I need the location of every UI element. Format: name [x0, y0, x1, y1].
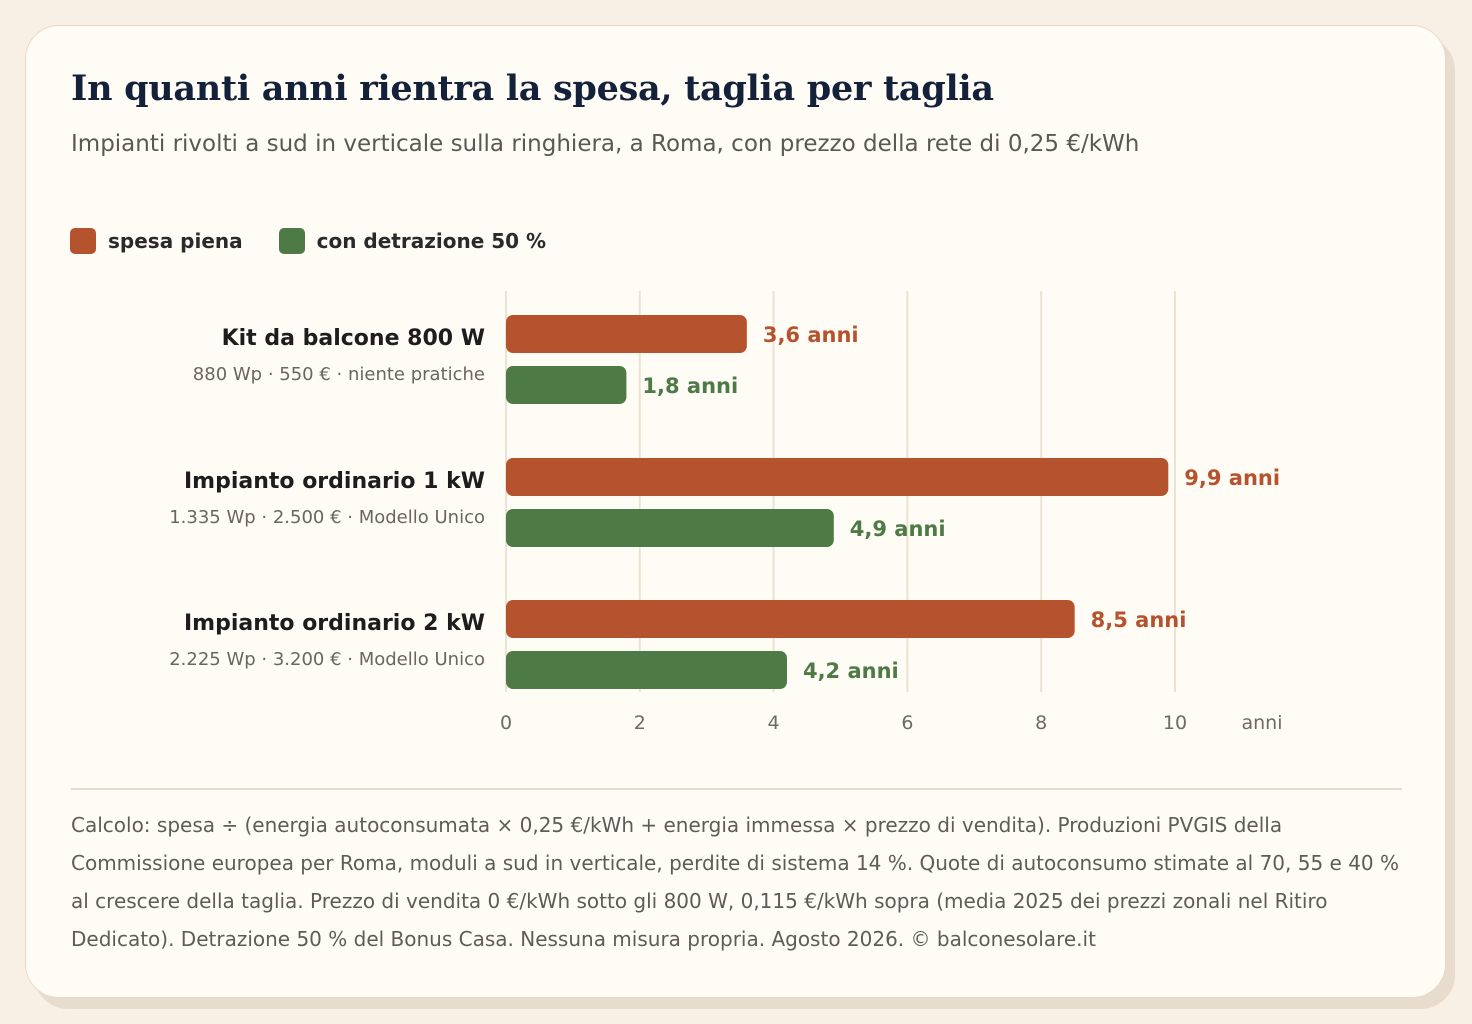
- category-label: Impianto ordinario 1 kW: [184, 469, 485, 494]
- chart-title: In quanti anni rientra la spesa, taglia …: [71, 68, 994, 109]
- data-label-detrazione: 1,8 anni: [642, 374, 738, 398]
- legend-swatch-detrazione: [278, 228, 305, 254]
- methodology-note: Calcolo: spesa ÷ (energia autoconsumata …: [71, 813, 1400, 951]
- legend-item-detrazione: con detrazione 50 %: [278, 228, 547, 254]
- category-sublabel: 2.225 Wp · 3.200 € · Modello Unico: [169, 649, 485, 670]
- x-tick-label-2: 2: [634, 712, 646, 734]
- bar-chart: 0 2 4 6 8 10 anni Kit da balcone 800 W 880 Wp · …: [169, 291, 1283, 734]
- data-label-detrazione: 4,9 anni: [850, 517, 946, 541]
- bar-spesa-piena: [506, 315, 747, 353]
- footer-divider: [71, 788, 1402, 790]
- legend-label-detrazione: con detrazione 50 %: [316, 229, 547, 253]
- data-label-detrazione: 4,2 anni: [803, 659, 899, 683]
- x-tick-label-8: 8: [1035, 712, 1047, 734]
- x-axis-label: anni: [1241, 712, 1282, 734]
- legend: spesa piena con detrazione 50 %: [70, 228, 582, 254]
- bar-spesa-piena: [506, 458, 1169, 496]
- bar-detrazione: [506, 651, 787, 689]
- x-tick-label-6: 6: [901, 712, 913, 734]
- category-sublabel: 880 Wp · 550 € · niente pratiche: [193, 364, 485, 385]
- bar-spesa-piena: [506, 600, 1075, 638]
- legend-item-spesa-piena: spesa piena: [70, 228, 243, 254]
- x-tick-label-0: 0: [500, 712, 512, 734]
- bar-detrazione: [506, 509, 834, 547]
- data-label-spesa-piena: 8,5 anni: [1091, 608, 1187, 632]
- chart-subtitle: Impianti rivolti a sud in verticale sull…: [71, 131, 1140, 157]
- data-label-spesa-piena: 9,9 anni: [1184, 466, 1280, 490]
- category-label: Impianto ordinario 2 kW: [184, 611, 485, 636]
- category-sublabel: 1.335 Wp · 2.500 € · Modello Unico: [169, 507, 485, 528]
- x-tick-label-10: 10: [1163, 712, 1187, 734]
- legend-label-spesa-piena: spesa piena: [108, 229, 243, 253]
- category-label: Kit da balcone 800 W: [222, 326, 485, 351]
- legend-swatch-spesa-piena: [70, 228, 96, 254]
- x-tick-label-4: 4: [768, 712, 780, 734]
- data-label-spesa-piena: 3,6 anni: [763, 323, 859, 347]
- bar-detrazione: [506, 366, 627, 404]
